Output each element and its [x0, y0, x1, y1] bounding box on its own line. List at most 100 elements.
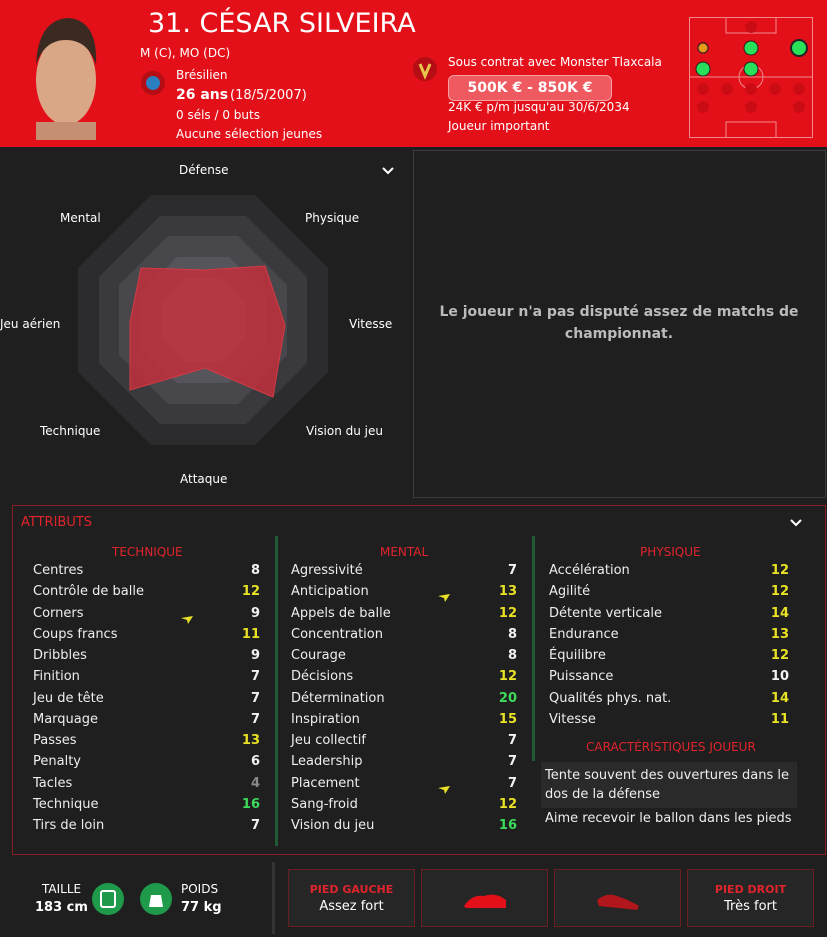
attribute-value: 7 — [250, 711, 260, 727]
attribute-value: 4 — [250, 775, 260, 791]
column-divider — [532, 536, 535, 761]
attribute-name: Puissance — [549, 669, 614, 685]
position-map — [689, 17, 813, 138]
stats-message: Le joueur n'a pas disputé assez de match… — [439, 304, 799, 342]
attribute-value: 7 — [507, 754, 517, 770]
radar-label: Technique — [40, 424, 101, 438]
flag — [141, 71, 165, 95]
attribute-name: Équilibre — [549, 648, 606, 663]
attribute-name: Corners — [33, 605, 84, 621]
attributes-title: ATTRIBUTS — [21, 515, 93, 530]
attribute-value: 7 — [250, 690, 260, 706]
nationality: Brésilien — [176, 68, 228, 82]
right-foot-label: PIED DROIT — [714, 883, 787, 896]
attribute-value: 12 — [770, 563, 789, 578]
birth-date: (18/5/2007) — [230, 88, 307, 103]
attribute-name: Technique — [33, 796, 99, 812]
attribute-name: Décisions — [291, 669, 354, 685]
attribute-value: 8 — [507, 626, 517, 642]
radar-label: Attaque — [180, 472, 228, 486]
attribute-value: 7 — [250, 818, 260, 833]
column-heading: MENTAL — [380, 545, 429, 559]
player-name: 31. CÉSAR SILVEIRA — [148, 8, 416, 39]
collapse-icon[interactable] — [789, 518, 803, 528]
club-badge — [413, 57, 437, 81]
attribute-value: 6 — [250, 754, 260, 770]
attribute-value: 7 — [507, 563, 517, 578]
attribute-value: 12 — [498, 669, 517, 685]
left-boot — [421, 869, 548, 927]
attribute-name: Endurance — [549, 626, 619, 642]
attribute-name: Concentration — [291, 626, 383, 642]
attribute-name: Dribbles — [33, 648, 87, 663]
left-foot-label: PIED GAUCHE — [309, 883, 394, 896]
attribute-value: 9 — [250, 605, 260, 621]
header: 31. CÉSAR SILVEIRA M (C), MO (DC) Brésil… — [0, 0, 827, 147]
youth-caps: Aucune sélection jeunes — [176, 127, 323, 141]
column-heading: TECHNIQUE — [112, 545, 183, 559]
attributes-panel: ATTRIBUTS — [12, 505, 826, 855]
attribute-name: Agressivité — [291, 563, 363, 578]
attribute-name: Passes — [33, 733, 77, 748]
trend-arrow — [437, 588, 451, 607]
attribute-value: 12 — [770, 584, 789, 600]
attribute-value: 8 — [250, 563, 260, 578]
attribute-name: Détente verticale — [549, 605, 663, 621]
wage: 24K € p/m jusqu'au 30/6/2034 — [448, 100, 630, 114]
attribute-name: Vision du jeu — [291, 818, 375, 833]
attribute-name: Contrôle de balle — [33, 584, 144, 600]
left-foot: PIED GAUCHE Assez fort — [288, 869, 415, 927]
footer-divider — [272, 862, 275, 934]
attribute-value: 20 — [498, 690, 517, 706]
attribute-name: Leadership — [291, 754, 363, 770]
radar-selector[interactable]: Défense — [179, 163, 229, 177]
attribute-name: Détermination — [291, 690, 385, 706]
stats-panel: Le joueur n'a pas disputé assez de match… — [413, 150, 826, 498]
age: 26 ans — [176, 87, 229, 103]
height-label: TAILLE — [42, 882, 82, 896]
attribute-value: 16 — [498, 818, 517, 833]
weight-icon — [140, 883, 172, 915]
radar-label: Vitesse — [349, 317, 393, 331]
attribute-name: Tacles — [33, 775, 73, 791]
portrait — [36, 18, 97, 140]
attribute-name: Sang-froid — [291, 796, 358, 812]
caps: 0 séls / 0 buts — [176, 108, 260, 122]
radar-panel — [0, 150, 406, 498]
contract: Sous contrat avec Monster Tlaxcala — [448, 55, 662, 69]
positions: M (C), MO (DC) — [140, 46, 231, 60]
radar-label: Jeu aérien — [0, 317, 61, 331]
attribute-value: 7 — [250, 669, 260, 685]
column-divider — [275, 536, 278, 846]
attribute-name: Jeu de tête — [33, 690, 104, 706]
weight: 77 kg — [181, 900, 222, 915]
radar-shape — [129, 265, 286, 398]
attribute-name: Inspiration — [291, 711, 360, 727]
attribute-value: 14 — [770, 605, 789, 621]
trend-arrow — [437, 780, 451, 799]
attribute-name: Finition — [33, 669, 80, 685]
dropdown-icon[interactable] — [382, 167, 394, 175]
attribute-name: Placement — [291, 775, 360, 791]
weight-label: POIDS — [181, 882, 219, 896]
right-foot: PIED DROIT Très fort — [687, 869, 814, 927]
attribute-value: 7 — [507, 733, 517, 748]
attribute-name: Anticipation — [291, 584, 369, 600]
attribute-value: 15 — [498, 711, 517, 727]
attribute-value: 12 — [770, 648, 789, 663]
attribute-name: Marquage — [33, 711, 99, 727]
attribute-name: Tirs de loin — [33, 818, 105, 833]
attribute-name: Coups francs — [33, 626, 118, 642]
attribute-value: 14 — [770, 690, 789, 706]
attribute-value: 12 — [241, 584, 260, 600]
attribute-value: 13 — [498, 584, 517, 600]
height-icon — [92, 883, 124, 915]
attribute-value: 12 — [498, 796, 517, 812]
attribute-name: Agilité — [549, 584, 591, 600]
left-foot-rating: Assez fort — [319, 899, 384, 914]
radar-label: Vision du jeu — [306, 424, 383, 438]
attribute-value: 12 — [498, 605, 517, 621]
height: 183 cm — [35, 900, 88, 915]
value-badge: 500K € - 850K € — [448, 75, 612, 101]
